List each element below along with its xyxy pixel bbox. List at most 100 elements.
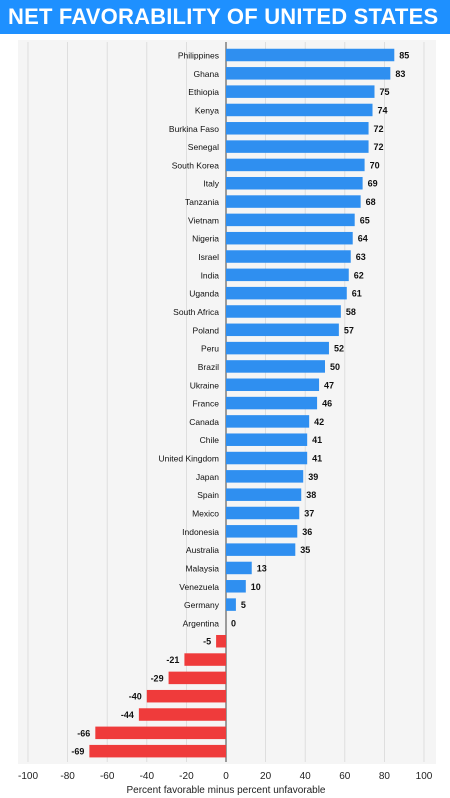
category-label: Tanzania bbox=[185, 197, 219, 207]
x-axis-label: Percent favorable minus percent unfavora… bbox=[126, 785, 325, 796]
bar bbox=[226, 323, 339, 337]
data-label: 36 bbox=[302, 527, 312, 537]
bar bbox=[226, 378, 320, 392]
bar bbox=[226, 561, 252, 575]
category-label: Philippines bbox=[178, 51, 219, 61]
data-label: 72 bbox=[374, 142, 384, 152]
data-label: 41 bbox=[312, 454, 322, 464]
data-label: -44 bbox=[121, 710, 134, 720]
data-label: 63 bbox=[356, 252, 366, 262]
data-label: -29 bbox=[151, 673, 164, 683]
bar bbox=[226, 415, 310, 428]
chart-title: NET FAVORABILITY OF UNITED STATES bbox=[8, 4, 439, 29]
bar bbox=[226, 580, 246, 593]
data-label: 62 bbox=[354, 270, 364, 280]
data-label: 72 bbox=[374, 124, 384, 134]
bar bbox=[184, 653, 226, 666]
category-label: Malaysia bbox=[185, 563, 219, 573]
bar bbox=[226, 67, 391, 80]
data-label: 46 bbox=[322, 399, 332, 409]
x-tick-label: 80 bbox=[379, 771, 391, 782]
category-label: Ethiopia bbox=[188, 87, 219, 97]
data-label: 57 bbox=[344, 325, 354, 335]
data-label: 35 bbox=[300, 545, 310, 555]
data-label: 64 bbox=[358, 234, 368, 244]
category-label: Chile bbox=[200, 435, 220, 445]
data-label: 65 bbox=[360, 215, 370, 225]
category-label: Canada bbox=[189, 417, 219, 427]
category-label: Argentina bbox=[183, 618, 220, 628]
data-label: 52 bbox=[334, 344, 344, 354]
category-label: Burkina Faso bbox=[169, 124, 219, 134]
data-label: 42 bbox=[314, 417, 324, 427]
data-label: 61 bbox=[352, 289, 362, 299]
data-label: 37 bbox=[304, 509, 314, 519]
category-label: South Africa bbox=[173, 307, 219, 317]
x-axis-ticks: -100 -80 -60 -40 -20 0 20 40 60 80 100 bbox=[18, 771, 433, 782]
category-label: Uganda bbox=[189, 289, 219, 299]
bar bbox=[226, 488, 302, 501]
data-label: -40 bbox=[129, 692, 142, 702]
bar bbox=[226, 506, 300, 520]
bar bbox=[226, 360, 325, 373]
bar bbox=[226, 140, 369, 153]
data-label: 70 bbox=[370, 160, 380, 170]
x-tick-label: -20 bbox=[179, 771, 194, 782]
data-label: 47 bbox=[324, 380, 334, 390]
bar bbox=[138, 708, 226, 721]
category-label: United Kingdom bbox=[159, 454, 219, 464]
category-label: Spain bbox=[197, 490, 219, 500]
bar bbox=[226, 103, 373, 117]
x-tick-label: -40 bbox=[140, 771, 155, 782]
bar bbox=[95, 726, 226, 740]
data-label: 85 bbox=[399, 51, 409, 61]
data-label: -66 bbox=[77, 728, 90, 738]
data-label: 41 bbox=[312, 435, 322, 445]
category-label: Nigeria bbox=[192, 234, 219, 244]
category-label: Venezuela bbox=[179, 582, 219, 592]
x-tick-label: -100 bbox=[18, 771, 38, 782]
category-label: Australia bbox=[186, 545, 219, 555]
x-tick-label: 60 bbox=[339, 771, 351, 782]
bar bbox=[216, 634, 226, 648]
category-label: Indonesia bbox=[182, 527, 219, 537]
bar bbox=[226, 48, 395, 62]
data-label: 75 bbox=[380, 87, 390, 97]
bar bbox=[226, 543, 296, 556]
bar bbox=[226, 158, 365, 172]
data-label: 38 bbox=[306, 490, 316, 500]
data-label: 0 bbox=[231, 618, 236, 628]
bar bbox=[89, 744, 226, 758]
bar bbox=[146, 689, 226, 703]
title-banner: NET FAVORABILITY OF UNITED STATES bbox=[0, 0, 450, 34]
bar bbox=[226, 122, 369, 135]
category-label: France bbox=[193, 399, 220, 409]
x-tick-label: 40 bbox=[300, 771, 312, 782]
data-label: 10 bbox=[251, 582, 261, 592]
x-tick-label: 20 bbox=[260, 771, 272, 782]
bar bbox=[226, 451, 308, 465]
data-label: 50 bbox=[330, 362, 340, 372]
data-label: -21 bbox=[166, 655, 179, 665]
bar bbox=[226, 176, 363, 190]
category-label: Ghana bbox=[193, 69, 219, 79]
category-label: Peru bbox=[201, 344, 219, 354]
category-label: Israel bbox=[198, 252, 219, 262]
data-label: 5 bbox=[241, 600, 246, 610]
data-label: -69 bbox=[71, 747, 84, 757]
data-label: -5 bbox=[203, 637, 211, 647]
data-label: 39 bbox=[308, 472, 318, 482]
x-tick-label: -60 bbox=[100, 771, 115, 782]
bar bbox=[226, 213, 355, 227]
category-label: Mexico bbox=[192, 509, 219, 519]
bar bbox=[226, 396, 318, 410]
x-tick-label: -80 bbox=[60, 771, 75, 782]
category-label: South Korea bbox=[172, 160, 220, 170]
bar bbox=[226, 433, 308, 446]
category-label: Italy bbox=[203, 179, 219, 189]
bar bbox=[226, 231, 353, 245]
category-label: Ukraine bbox=[190, 380, 220, 390]
bar bbox=[226, 598, 236, 611]
category-label: Vietnam bbox=[188, 215, 219, 225]
